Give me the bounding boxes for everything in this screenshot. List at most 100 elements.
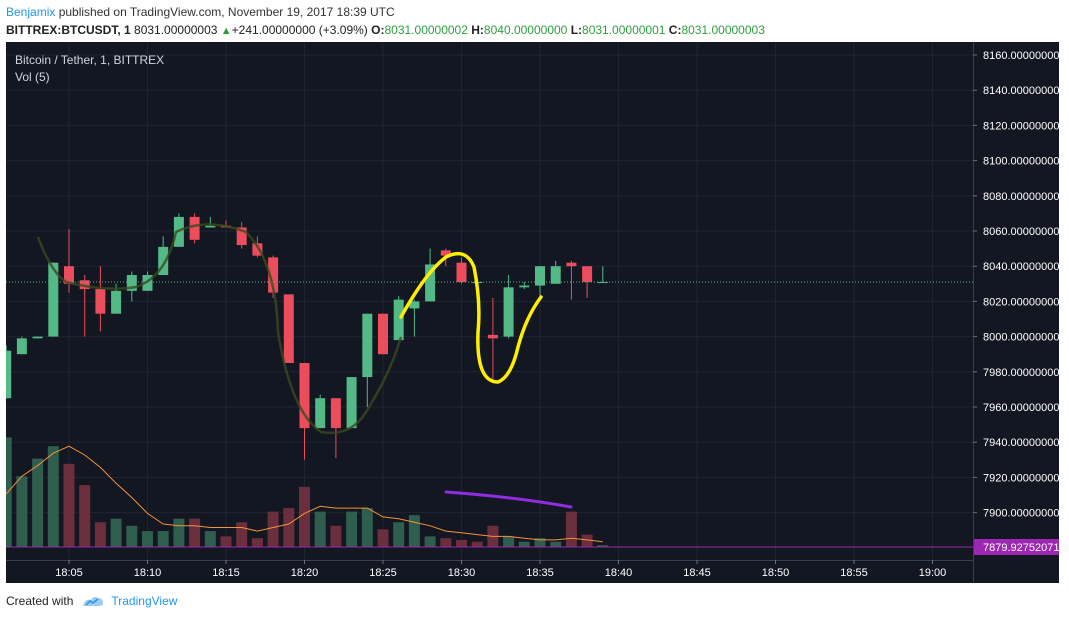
candle-body[interactable]	[487, 334, 498, 339]
candle-body[interactable]	[16, 338, 27, 355]
y-tick-label: 7940.00000000	[983, 437, 1059, 449]
x-tick-label: 18:40	[605, 567, 633, 579]
volume-bar	[518, 541, 530, 547]
chart-legend-title: Bitcoin / Tether, 1, BITTREX	[15, 53, 164, 67]
volume-bar	[597, 545, 609, 547]
candle-body[interactable]	[64, 266, 74, 284]
volume-bar	[361, 508, 373, 547]
close-value: 8031.00000003	[681, 23, 765, 37]
high-label: H:	[471, 23, 484, 37]
volume-bar	[456, 539, 467, 547]
high-value: 8040.00000000	[483, 23, 568, 37]
yellow-pattern-drawing	[399, 251, 543, 384]
close-label: C:	[668, 23, 682, 37]
candle-body[interactable]	[409, 301, 420, 309]
author-link[interactable]: Benjamix	[6, 5, 56, 19]
faint-curve-drawing	[36, 223, 403, 435]
candle-body[interactable]	[362, 313, 373, 378]
volume-bar	[267, 511, 279, 547]
volume-bar	[110, 518, 122, 547]
candle-body[interactable]	[79, 280, 90, 290]
candle-body[interactable]	[6, 350, 12, 399]
candle-body[interactable]	[315, 398, 326, 429]
candle-body[interactable]	[346, 377, 357, 429]
x-tick-label: 19:00	[919, 567, 947, 579]
y-tick-label: 8060.00000000	[983, 226, 1059, 238]
candle-body[interactable]	[440, 250, 451, 256]
y-tick-label: 8040.00000000	[983, 261, 1059, 273]
y-tick-label: 7980.00000000	[983, 367, 1059, 379]
candle-body[interactable]	[111, 290, 122, 314]
candle-body[interactable]	[425, 264, 436, 302]
candle-body[interactable]	[252, 243, 263, 256]
candle-body[interactable]	[95, 289, 106, 314]
candle-body[interactable]	[283, 294, 294, 363]
up-arrow-icon: ▲	[220, 25, 232, 37]
volume-bar	[565, 511, 577, 547]
candle-body[interactable]	[142, 275, 153, 291]
volume-bar	[393, 522, 405, 547]
volume-bar	[314, 511, 326, 547]
y-tick-label: 7900.00000000	[983, 508, 1059, 520]
volume-legend: Vol (5)	[15, 70, 50, 84]
candle-body[interactable]	[126, 275, 137, 291]
last-price: 8031.00000003	[134, 23, 218, 37]
volume-bar	[157, 531, 169, 547]
candle-body[interactable]	[550, 266, 561, 284]
candle-body[interactable]	[268, 257, 279, 293]
candle-body[interactable]	[48, 262, 59, 337]
x-tick-label: 18:50	[762, 567, 790, 579]
created-with-text: Created with	[6, 594, 74, 608]
y-tick-label: 7960.00000000	[983, 402, 1059, 414]
candle-body[interactable]	[189, 216, 200, 240]
volume-bar	[581, 534, 593, 547]
volume-bar	[220, 536, 232, 547]
candle-body[interactable]	[299, 363, 310, 429]
y-tick-label: 7920.00000000	[983, 472, 1059, 484]
candle-body[interactable]	[393, 299, 404, 341]
candle-body[interactable]	[597, 282, 608, 284]
candle-body[interactable]	[582, 266, 593, 283]
x-tick-label: 18:45	[683, 567, 711, 579]
volume-bar	[47, 446, 59, 547]
candle-body[interactable]	[205, 225, 216, 228]
x-tick-label: 18:25	[369, 567, 397, 579]
candlestick-chart[interactable]: 8160.00000000 8140.00000000 8120.00000000 8…	[6, 42, 1059, 583]
x-tick-label: 18:30	[448, 567, 476, 579]
volume-bar	[63, 463, 75, 547]
x-tick-label: 18:10	[134, 567, 162, 579]
volume-bar	[126, 525, 138, 547]
tradingview-logo-icon	[83, 596, 104, 606]
volume-bar	[550, 541, 562, 547]
candle-body[interactable]	[566, 262, 577, 267]
volume-bar	[299, 486, 310, 547]
candle-body[interactable]	[535, 266, 545, 286]
chart-panel[interactable]: 8160.00000000 8140.00000000 8120.00000000 8…	[6, 42, 1059, 583]
volume-bar	[79, 485, 91, 547]
price-change: +241.00000000 (+3.09%)	[231, 23, 368, 37]
candle-body[interactable]	[378, 313, 388, 355]
volume-bar	[283, 508, 295, 547]
tradingview-link[interactable]: TradingView	[111, 594, 178, 608]
candle-body[interactable]	[236, 227, 247, 246]
volume-bar	[236, 522, 248, 547]
volume-bar	[142, 531, 153, 547]
volume-bar	[377, 529, 389, 547]
publish-info: Benjamix published on TradingView.com, N…	[6, 5, 395, 19]
volume-bar	[330, 525, 342, 547]
candle-body[interactable]	[456, 262, 467, 283]
volume-bar	[346, 511, 358, 547]
candle-body[interactable]	[330, 398, 341, 429]
purple-trend-drawing	[444, 490, 573, 509]
candle-body[interactable]	[32, 336, 43, 339]
volume-bar	[32, 458, 44, 547]
volume-bar	[440, 538, 452, 547]
low-label: L:	[570, 23, 583, 37]
x-tick-label: 18:20	[291, 567, 319, 579]
candle-body[interactable]	[503, 287, 514, 337]
candle-body[interactable]	[158, 246, 169, 275]
volume-bar	[204, 531, 216, 547]
volume-bar	[6, 437, 12, 547]
x-tick-label: 18:55	[840, 567, 868, 579]
candle-body[interactable]	[519, 285, 530, 288]
